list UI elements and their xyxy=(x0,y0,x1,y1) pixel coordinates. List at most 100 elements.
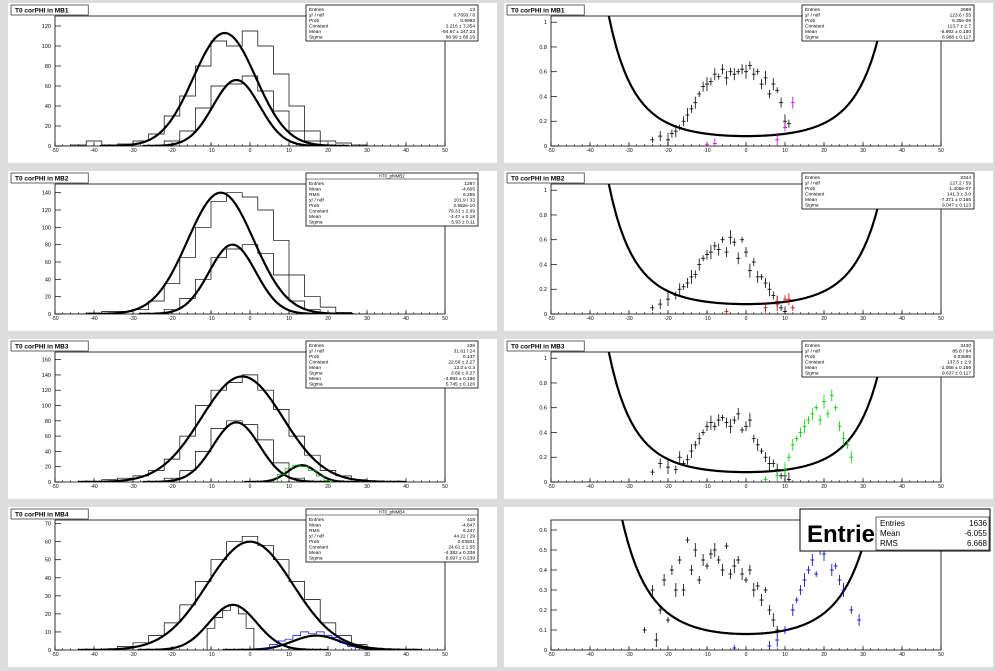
chart-pad-4: -50 -40 -30 -20 -10 0 10 20 30 40 50 0 20 40 60 80 100 12… xyxy=(8,339,497,499)
stats-box xyxy=(305,340,479,389)
stats-value: 6.35e-08 xyxy=(952,18,971,24)
x-tick-label: -10 xyxy=(703,484,710,490)
stats-value: 113.7 ± 2.7 xyxy=(947,24,971,30)
x-tick-label: -10 xyxy=(207,316,214,322)
y-tick-label: 1 xyxy=(544,20,547,26)
stats-big-label: Entries xyxy=(807,521,888,548)
title-box xyxy=(10,508,89,520)
stats-value: 2.582e-10 xyxy=(453,203,475,209)
x-tick-label: 40 xyxy=(899,652,905,658)
stats-value: 13.3 ± 0.3 xyxy=(454,365,476,371)
x-tick-label: 50 xyxy=(938,652,944,658)
x-tick-label: -50 xyxy=(547,484,554,490)
stats-key: Mean xyxy=(805,197,817,203)
x-tick-label: -40 xyxy=(90,484,97,490)
x-tick-label: 10 xyxy=(286,652,292,658)
x-tick-label: 50 xyxy=(938,148,944,154)
stats-value: 0.03585 xyxy=(954,354,972,360)
y-tick-label: 100 xyxy=(42,225,51,231)
y-tick-label: 0.8 xyxy=(539,381,547,387)
x-tick-label: -10 xyxy=(703,148,710,154)
x-tick-label: 20 xyxy=(325,148,331,154)
stats-value: 1.405e-07 xyxy=(949,186,971,192)
stats-key: χ² / ndf xyxy=(805,349,820,355)
x-tick-label: -30 xyxy=(129,316,136,322)
fit-curve xyxy=(244,464,360,482)
x-tick-label: 40 xyxy=(899,316,905,322)
x-tick-label: -40 xyxy=(90,148,97,154)
stats-key: Prob xyxy=(309,18,319,24)
x-tick-label: 0 xyxy=(249,652,252,658)
stats-value: 127.2 / 59 xyxy=(950,181,972,187)
stats-key: Mean xyxy=(309,365,321,371)
x-tick-label: -10 xyxy=(207,148,214,154)
x-tick-label: -40 xyxy=(586,652,593,658)
x-tick-label: -30 xyxy=(129,484,136,490)
chart-title: T0 corPHI in MB1 xyxy=(15,8,69,15)
y-tick-label: 0.6 xyxy=(539,238,547,244)
x-tick-label: 10 xyxy=(782,316,788,322)
stats-key: Mean xyxy=(805,29,817,35)
y-tick-label: 0 xyxy=(48,144,51,150)
y-tick-label: 0.6 xyxy=(539,406,547,412)
x-tick-label: 40 xyxy=(403,148,409,154)
x-tick-label: 40 xyxy=(899,484,905,490)
x-tick-label: -20 xyxy=(664,316,671,322)
y-tick-label: 80 xyxy=(45,243,51,249)
stats-value: 1636 xyxy=(969,519,987,528)
x-tick-label: 30 xyxy=(364,484,370,490)
x-tick-label: -20 xyxy=(664,484,671,490)
stats-value: 2688 xyxy=(960,7,971,13)
histogram-series xyxy=(261,631,356,650)
x-tick-label: 30 xyxy=(860,484,866,490)
stats-key: Entries xyxy=(805,7,821,13)
x-tick-label: 50 xyxy=(938,484,944,490)
x-tick-label: -20 xyxy=(168,652,175,658)
stats-key: Mean xyxy=(309,550,321,556)
histogram-series xyxy=(86,374,399,482)
y-tick-label: 20 xyxy=(45,612,51,618)
x-tick-label: -20 xyxy=(168,316,175,322)
y-tick-label: 40 xyxy=(45,277,51,283)
y-tick-label: 0.6 xyxy=(539,528,547,534)
x-tick-label: -30 xyxy=(625,148,632,154)
chart-title: T0 corPHI in MB2 xyxy=(15,176,69,183)
histogram-series xyxy=(55,30,383,146)
x-tick-label: 10 xyxy=(782,484,788,490)
stats-inner xyxy=(875,516,990,551)
chart-svg: -50 -40 -30 -20 -10 0 10 20 30 40 50 0 0.1 0.2 0.3 0.4 0… xyxy=(539,508,991,658)
chart-svg: -50 -40 -30 -20 -10 0 10 20 30 40 50 0 0.2 0.4 0.6 0.8 1… xyxy=(506,340,975,490)
x-tick-label: 30 xyxy=(364,316,370,322)
histogram-series xyxy=(117,535,383,650)
x-tick-label: -20 xyxy=(168,148,175,154)
plot-area xyxy=(78,535,422,650)
y-tick-label: 0 xyxy=(48,480,51,486)
stats-key: Constant xyxy=(309,545,329,551)
x-tick-label: 10 xyxy=(286,484,292,490)
stats-key: Entries xyxy=(805,343,821,349)
stats-key: Constant xyxy=(805,24,825,30)
y-tick-label: 0.2 xyxy=(539,119,547,125)
x-tick-label: 0 xyxy=(745,484,748,490)
y-tick-label: 0.2 xyxy=(539,455,547,461)
x-tick-label: -20 xyxy=(664,652,671,658)
x-tick-label: -30 xyxy=(129,652,136,658)
stats-key: χ² / ndf xyxy=(309,198,324,204)
stats-key: RMS xyxy=(880,539,898,548)
x-tick-label: 50 xyxy=(442,148,448,154)
x-tick-label: 30 xyxy=(364,148,370,154)
stats-value: -4.847 xyxy=(461,523,475,529)
chart-pad-2: -50 -40 -30 -20 -10 0 10 20 30 40 50 0 20 40 60 80 100 12… xyxy=(8,171,497,331)
stats-value: 9.637 ± 0.117 xyxy=(942,371,971,377)
chart-pad-0: -50 -40 -30 -20 -10 0 10 20 30 40 50 0 20 40 60 80 100 12… xyxy=(8,3,497,163)
x-tick-label: -50 xyxy=(547,652,554,658)
stats-key: Prob xyxy=(805,18,815,24)
x-tick-label: 20 xyxy=(821,148,827,154)
y-tick-label: 20 xyxy=(45,465,51,471)
stats-key: Mean xyxy=(880,529,900,538)
y-tick-label: 120 xyxy=(42,208,51,214)
stats-value: 9.047 ± 0.113 xyxy=(942,203,971,209)
y-tick-label: 1 xyxy=(544,188,547,194)
chart-pad-5: -50 -40 -30 -20 -10 0 10 20 30 40 50 0 0.2 0.4 0.6 0.8 1… xyxy=(504,339,993,499)
